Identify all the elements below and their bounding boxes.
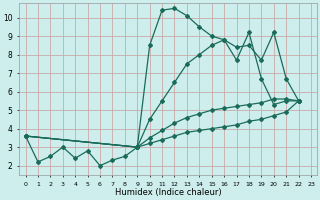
X-axis label: Humidex (Indice chaleur): Humidex (Indice chaleur) — [115, 188, 221, 197]
